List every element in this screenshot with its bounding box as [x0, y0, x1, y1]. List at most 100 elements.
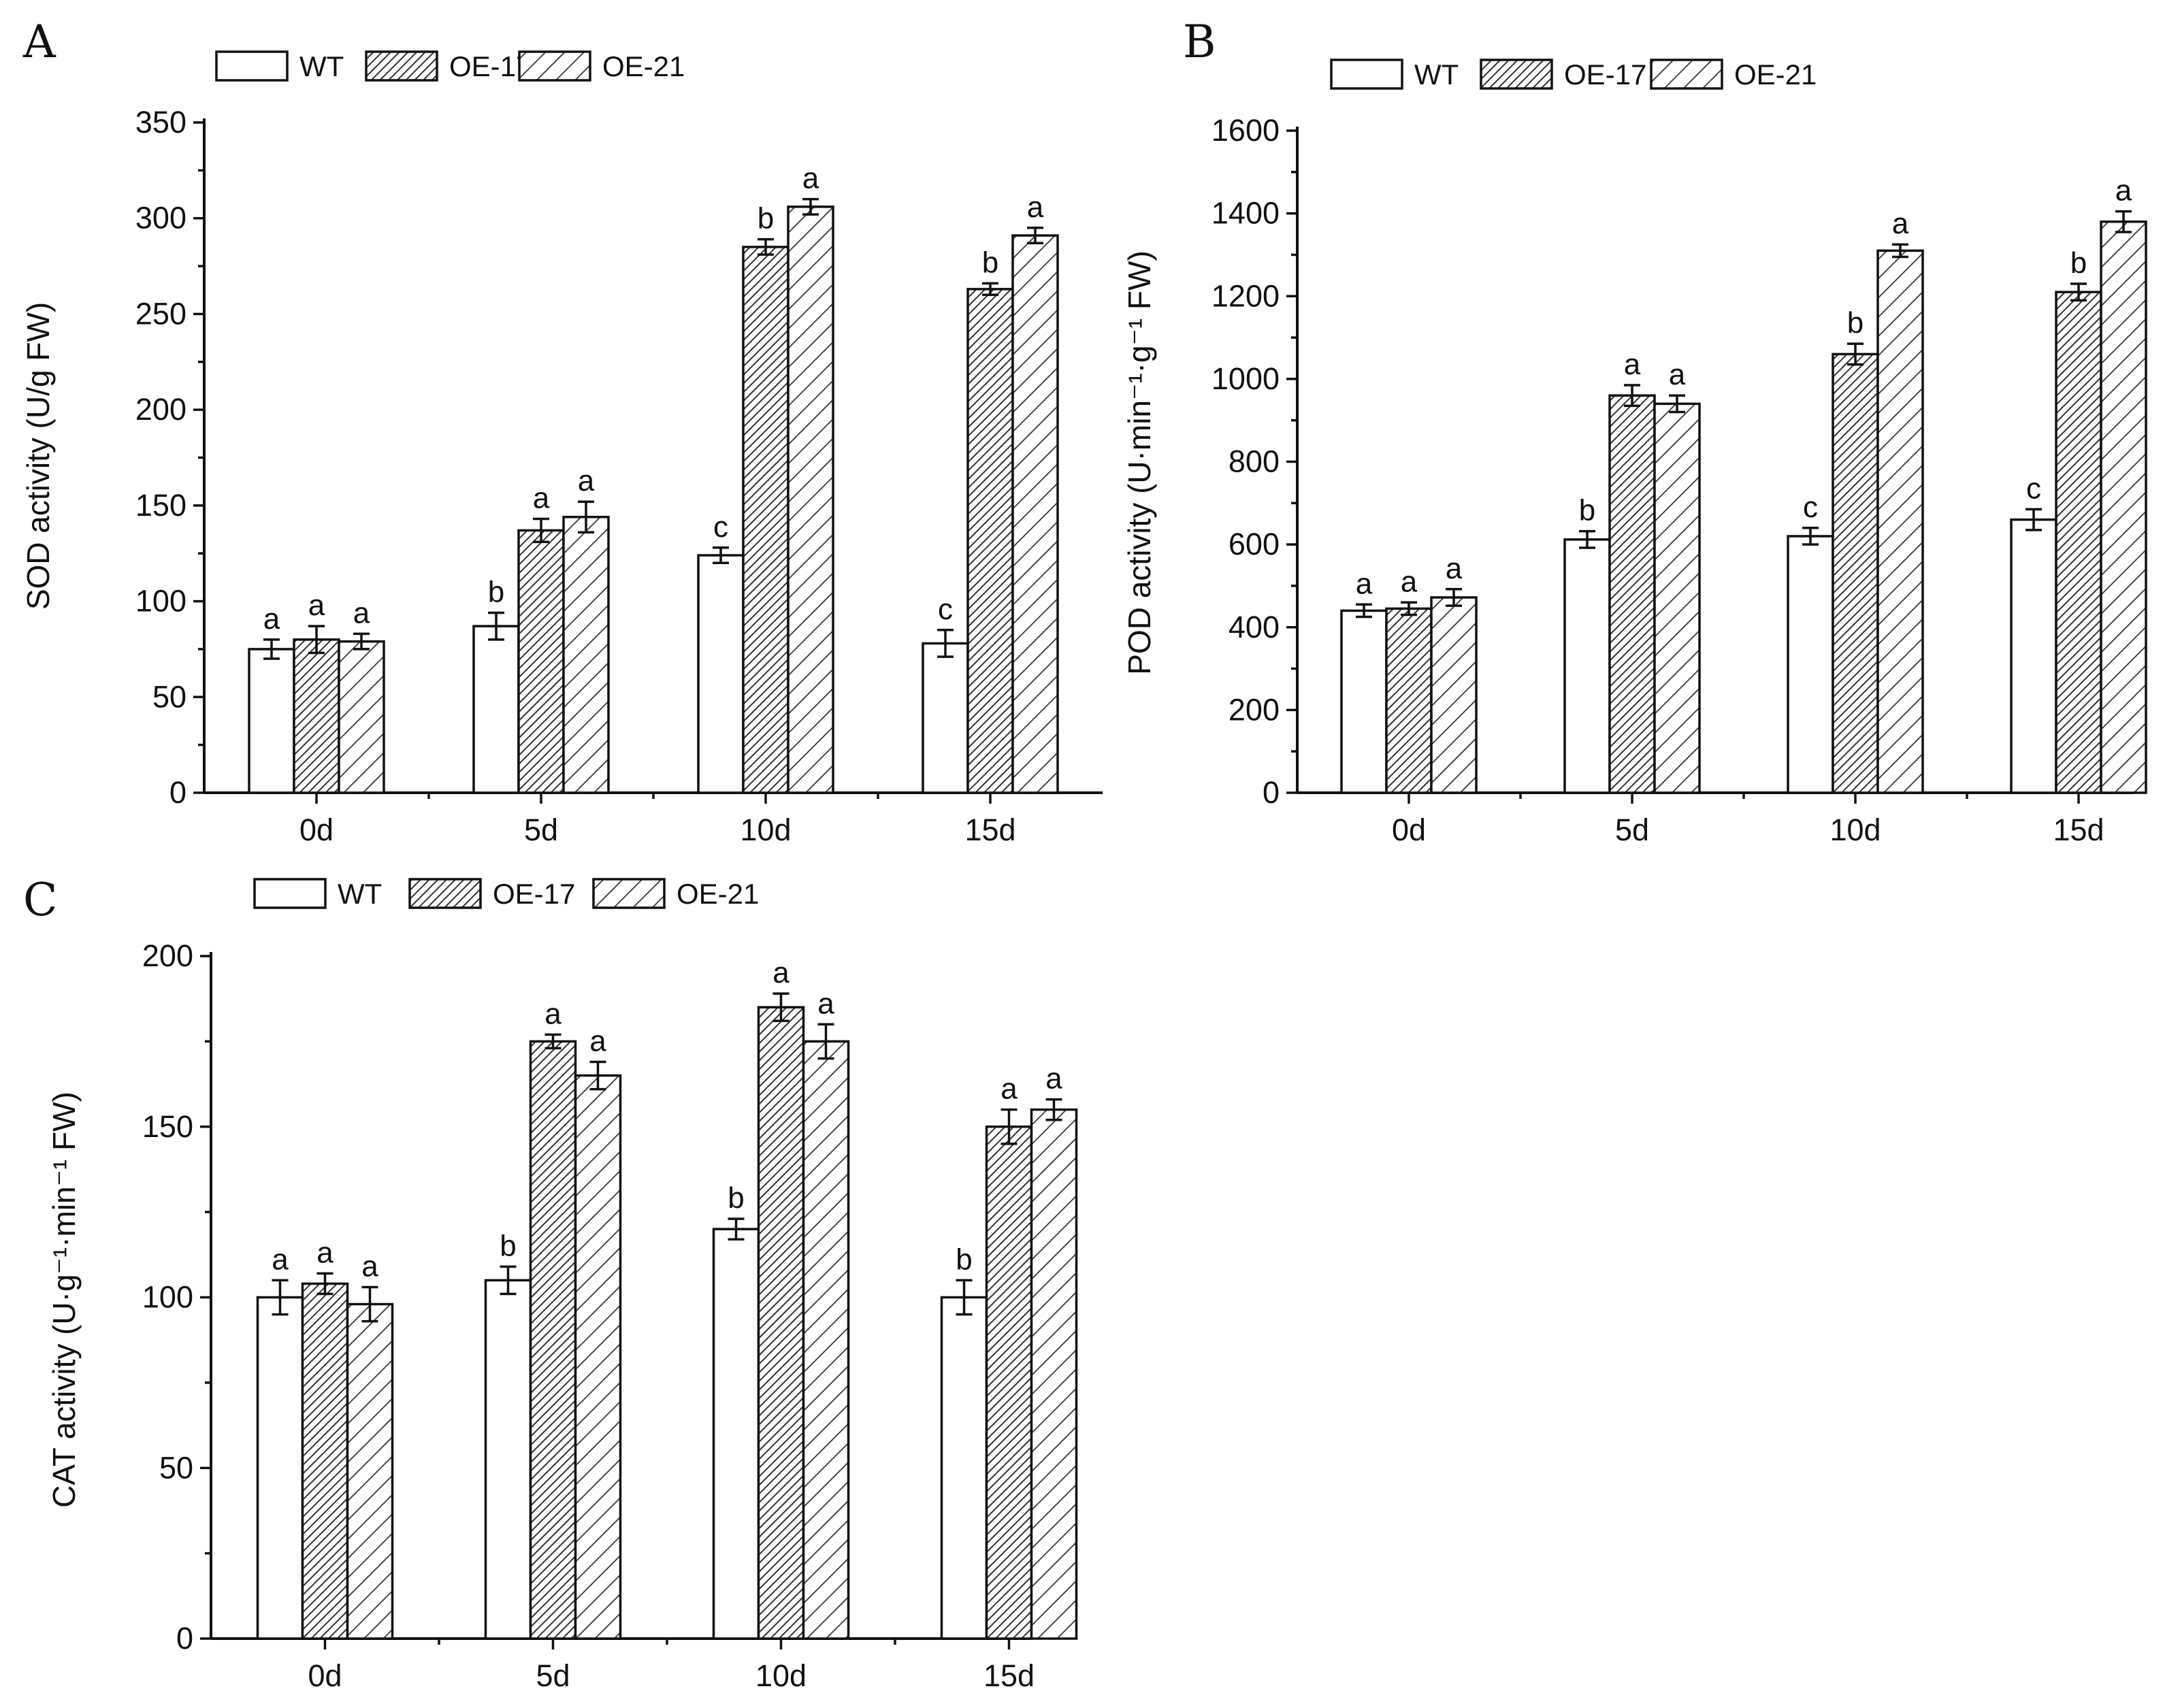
y-tick-label: 400	[1229, 610, 1280, 644]
significance-letter: c	[1803, 491, 1818, 524]
error-bar	[1045, 1098, 1062, 1121]
bar-oe-21-10d	[1876, 249, 1924, 794]
significance-letter: a	[1892, 207, 1909, 240]
legend-label: WT	[338, 878, 382, 910]
legend-item-wt: WT	[1330, 59, 1459, 91]
legend-label: OE-17	[449, 50, 532, 82]
error-bar	[728, 1217, 745, 1241]
significance-letter: a	[1027, 191, 1044, 224]
y-tick-label: 800	[1229, 444, 1280, 479]
y-tick-label: 0	[1263, 775, 1280, 810]
x-tick-label: 5d	[536, 1658, 570, 1693]
y-tick-label: 150	[135, 488, 186, 523]
bar-oe-21-15d	[2100, 220, 2147, 794]
legend-item-oe-21: OE-21	[592, 878, 759, 910]
y-tick-label: 300	[135, 201, 186, 235]
error-bar	[1579, 529, 1595, 549]
significance-letter: c	[713, 510, 728, 544]
significance-letter: a	[802, 162, 819, 195]
significance-letter: b	[1847, 306, 1864, 340]
y-tick-label: 1600	[1211, 113, 1280, 148]
legend-swatch	[215, 50, 289, 82]
legend-item-wt: WT	[253, 878, 382, 910]
y-tick-label: 350	[135, 105, 186, 139]
bar-wt-0d	[1340, 609, 1388, 794]
error-bar	[2115, 210, 2132, 233]
bar-oe-17-15d	[966, 288, 1014, 794]
significance-letter: a	[544, 997, 562, 1030]
error-bar	[316, 1272, 333, 1296]
error-bar	[533, 517, 549, 544]
bar-wt-5d	[472, 625, 520, 794]
legend-swatch	[592, 878, 666, 909]
error-bar	[956, 1279, 973, 1316]
significance-letter: a	[308, 589, 325, 622]
error-bar	[982, 282, 998, 297]
y-tick-label: 50	[159, 1450, 193, 1485]
x-tick-label: 15d	[983, 1658, 1035, 1693]
bar-wt-5d	[484, 1279, 532, 1640]
error-bar	[1401, 601, 1417, 617]
bar-oe-17-0d	[1385, 607, 1433, 794]
legend-swatch	[1330, 59, 1403, 90]
bar-oe-21-15d	[1030, 1108, 1078, 1640]
bar-wt-15d	[922, 642, 969, 794]
x-tick-label: 10d	[740, 812, 791, 847]
bar-oe-17-0d	[293, 638, 340, 794]
significance-letter: a	[1401, 565, 1418, 598]
error-bar	[500, 1265, 517, 1296]
y-tick-label: 100	[142, 1280, 193, 1315]
bar-oe-21-10d	[787, 206, 834, 794]
panel-b: B WT OE-17 OE-21 0 200 400 600 800 1000 1200 1400…	[1122, 16, 2147, 847]
significance-letter: a	[817, 987, 834, 1020]
significance-letter: a	[353, 596, 370, 629]
bar-oe-21-0d	[346, 1302, 394, 1640]
legend-item-oe-17: OE-17	[1480, 59, 1646, 91]
error-bar	[1892, 243, 1908, 259]
y-tick-label: 100	[135, 584, 186, 619]
error-bar	[817, 1023, 834, 1060]
y-tick-label: 600	[1229, 527, 1280, 561]
legend-item-oe-21: OE-21	[518, 50, 685, 82]
bar-oe-21-5d	[1653, 402, 1701, 794]
bar-wt-15d	[2010, 518, 2057, 794]
significance-letter: a	[1356, 567, 1373, 600]
y-tick-label: 50	[152, 679, 186, 714]
legend-swatch	[408, 878, 482, 909]
error-bar	[937, 629, 954, 658]
y-tick-label: 250	[135, 296, 186, 331]
bar-oe-17-0d	[301, 1282, 349, 1640]
legend-label: OE-17	[493, 878, 575, 910]
error-bar	[2070, 282, 2087, 302]
significance-letter: a	[589, 1024, 606, 1057]
significance-letter: b	[488, 575, 504, 608]
y-tick-label: 1400	[1211, 196, 1280, 231]
bar-oe-17-15d	[985, 1126, 1033, 1640]
legend-swatch	[1650, 59, 1723, 90]
y-tick-label: 200	[142, 938, 193, 973]
legend-item-wt: WT	[215, 50, 344, 82]
panel-letter-a: A	[22, 16, 56, 68]
x-tick-label: 0d	[1392, 812, 1426, 847]
significance-letter: a	[1669, 358, 1686, 391]
bar-wt-0d	[256, 1296, 304, 1640]
legend-c: WT OE-17 OE-21	[253, 878, 759, 910]
error-bar	[1027, 227, 1043, 245]
error-bar	[1446, 588, 1462, 607]
legend-a: WT OE-17 OE-21	[215, 50, 685, 82]
error-bar	[1000, 1108, 1018, 1145]
bar-oe-21-5d	[562, 515, 610, 794]
legend-b: WT OE-17 OE-21	[1330, 59, 1817, 91]
y-axis-title-b: POD activity (U·min⁻¹·g⁻¹ FW)	[1122, 250, 1157, 675]
x-tick-label: 0d	[299, 812, 333, 847]
significance-letter: b	[500, 1229, 516, 1262]
error-bar	[758, 237, 774, 256]
legend-label: WT	[299, 50, 344, 82]
significance-letter: b	[728, 1181, 744, 1215]
bar-oe-21-0d	[338, 640, 385, 794]
legend-item-oe-17: OE-17	[365, 50, 532, 82]
y-tick-label: 200	[135, 392, 186, 427]
significance-letter: a	[2115, 174, 2132, 208]
